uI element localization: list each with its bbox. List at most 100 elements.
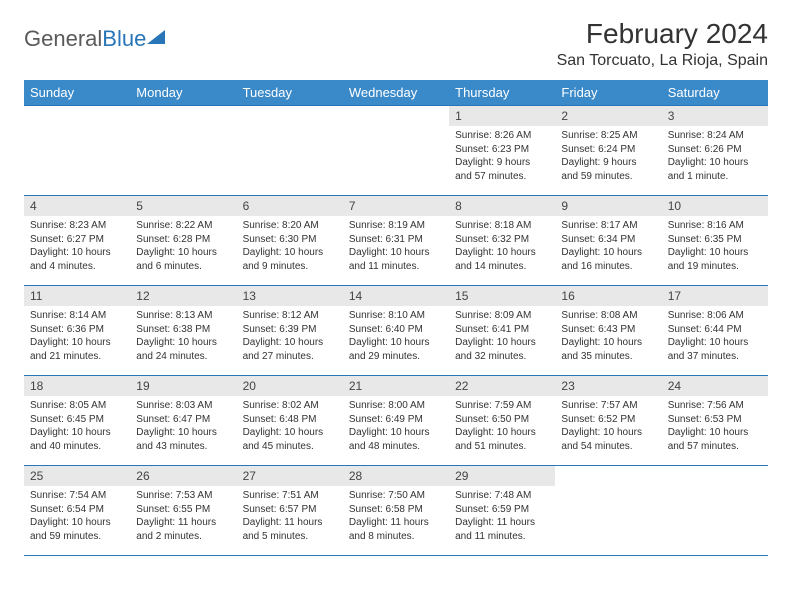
calendar-week-row: 11Sunrise: 8:14 AMSunset: 6:36 PMDayligh… bbox=[24, 286, 768, 376]
sunset-text: Sunset: 6:39 PM bbox=[243, 323, 337, 337]
day-number: 10 bbox=[662, 196, 768, 216]
day-number: 23 bbox=[555, 376, 661, 396]
day-number: 6 bbox=[237, 196, 343, 216]
sunrise-text: Sunrise: 8:10 AM bbox=[349, 309, 443, 323]
day-content: Sunrise: 8:02 AMSunset: 6:48 PMDaylight:… bbox=[237, 396, 343, 456]
day-number: 25 bbox=[24, 466, 130, 486]
empty-cell bbox=[343, 106, 449, 196]
day-number: 4 bbox=[24, 196, 130, 216]
sunrise-text: Sunrise: 8:23 AM bbox=[30, 219, 124, 233]
day-number: 16 bbox=[555, 286, 661, 306]
day-cell: 13Sunrise: 8:12 AMSunset: 6:39 PMDayligh… bbox=[237, 286, 343, 376]
day-number: 15 bbox=[449, 286, 555, 306]
sunrise-text: Sunrise: 8:19 AM bbox=[349, 219, 443, 233]
dow-cell: Friday bbox=[555, 80, 661, 106]
day-content: Sunrise: 8:17 AMSunset: 6:34 PMDaylight:… bbox=[555, 216, 661, 276]
daylight-text: Daylight: 10 hours and 11 minutes. bbox=[349, 246, 443, 273]
day-content: Sunrise: 8:06 AMSunset: 6:44 PMDaylight:… bbox=[662, 306, 768, 366]
daylight-text: Daylight: 10 hours and 6 minutes. bbox=[136, 246, 230, 273]
sunrise-text: Sunrise: 8:08 AM bbox=[561, 309, 655, 323]
day-cell: 4 Sunrise: 8:23 AMSunset: 6:27 PMDaylight… bbox=[24, 196, 130, 286]
day-cell: 14Sunrise: 8:10 AMSunset: 6:40 PMDayligh… bbox=[343, 286, 449, 376]
day-cell: 16Sunrise: 8:08 AMSunset: 6:43 PMDayligh… bbox=[555, 286, 661, 376]
sunset-text: Sunset: 6:27 PM bbox=[30, 233, 124, 247]
sunset-text: Sunset: 6:38 PM bbox=[136, 323, 230, 337]
day-number: 11 bbox=[24, 286, 130, 306]
sunset-text: Sunset: 6:32 PM bbox=[455, 233, 549, 247]
day-cell: 22Sunrise: 7:59 AMSunset: 6:50 PMDayligh… bbox=[449, 376, 555, 466]
sunset-text: Sunset: 6:26 PM bbox=[668, 143, 762, 157]
day-number: 8 bbox=[449, 196, 555, 216]
daylight-text: Daylight: 10 hours and 48 minutes. bbox=[349, 426, 443, 453]
sunrise-text: Sunrise: 8:25 AM bbox=[561, 129, 655, 143]
sunset-text: Sunset: 6:48 PM bbox=[243, 413, 337, 427]
daylight-text: Daylight: 11 hours and 8 minutes. bbox=[349, 516, 443, 543]
day-number: 26 bbox=[130, 466, 236, 486]
day-content: Sunrise: 7:50 AMSunset: 6:58 PMDaylight:… bbox=[343, 486, 449, 546]
day-number: 7 bbox=[343, 196, 449, 216]
empty-cell bbox=[662, 466, 768, 556]
day-content: Sunrise: 8:05 AMSunset: 6:45 PMDaylight:… bbox=[24, 396, 130, 456]
empty-cell bbox=[24, 106, 130, 196]
sunrise-text: Sunrise: 7:53 AM bbox=[136, 489, 230, 503]
daylight-text: Daylight: 10 hours and 4 minutes. bbox=[30, 246, 124, 273]
calendar-body: 1Sunrise: 8:26 AMSunset: 6:23 PMDaylight… bbox=[24, 106, 768, 556]
day-number: 20 bbox=[237, 376, 343, 396]
daylight-text: Daylight: 11 hours and 2 minutes. bbox=[136, 516, 230, 543]
daylight-text: Daylight: 10 hours and 27 minutes. bbox=[243, 336, 337, 363]
sunset-text: Sunset: 6:23 PM bbox=[455, 143, 549, 157]
day-number: 18 bbox=[24, 376, 130, 396]
sunrise-text: Sunrise: 8:13 AM bbox=[136, 309, 230, 323]
daylight-text: Daylight: 10 hours and 40 minutes. bbox=[30, 426, 124, 453]
logo-text-gray: General bbox=[24, 26, 102, 51]
dow-cell: Thursday bbox=[449, 80, 555, 106]
day-content: Sunrise: 8:12 AMSunset: 6:39 PMDaylight:… bbox=[237, 306, 343, 366]
sunrise-text: Sunrise: 7:57 AM bbox=[561, 399, 655, 413]
sunrise-text: Sunrise: 8:05 AM bbox=[30, 399, 124, 413]
sunset-text: Sunset: 6:31 PM bbox=[349, 233, 443, 247]
daylight-text: Daylight: 10 hours and 51 minutes. bbox=[455, 426, 549, 453]
day-number: 27 bbox=[237, 466, 343, 486]
sunset-text: Sunset: 6:52 PM bbox=[561, 413, 655, 427]
day-content: Sunrise: 7:59 AMSunset: 6:50 PMDaylight:… bbox=[449, 396, 555, 456]
sunset-text: Sunset: 6:41 PM bbox=[455, 323, 549, 337]
daylight-text: Daylight: 9 hours and 57 minutes. bbox=[455, 156, 549, 183]
day-number: 22 bbox=[449, 376, 555, 396]
day-content: Sunrise: 8:03 AMSunset: 6:47 PMDaylight:… bbox=[130, 396, 236, 456]
day-content: Sunrise: 8:25 AMSunset: 6:24 PMDaylight:… bbox=[555, 126, 661, 186]
sunrise-text: Sunrise: 8:02 AM bbox=[243, 399, 337, 413]
empty-cell bbox=[130, 106, 236, 196]
daylight-text: Daylight: 10 hours and 1 minute. bbox=[668, 156, 762, 183]
logo-text-blue: Blue bbox=[102, 26, 146, 51]
sunrise-text: Sunrise: 7:51 AM bbox=[243, 489, 337, 503]
empty-cell bbox=[555, 466, 661, 556]
day-cell: 20Sunrise: 8:02 AMSunset: 6:48 PMDayligh… bbox=[237, 376, 343, 466]
day-content: Sunrise: 7:53 AMSunset: 6:55 PMDaylight:… bbox=[130, 486, 236, 546]
daylight-text: Daylight: 9 hours and 59 minutes. bbox=[561, 156, 655, 183]
calendar-week-row: 18Sunrise: 8:05 AMSunset: 6:45 PMDayligh… bbox=[24, 376, 768, 466]
daylight-text: Daylight: 10 hours and 37 minutes. bbox=[668, 336, 762, 363]
day-content: Sunrise: 8:14 AMSunset: 6:36 PMDaylight:… bbox=[24, 306, 130, 366]
dow-cell: Wednesday bbox=[343, 80, 449, 106]
header: GeneralBlue February 2024 San Torcuato, … bbox=[24, 18, 768, 70]
day-number: 3 bbox=[662, 106, 768, 126]
day-number: 9 bbox=[555, 196, 661, 216]
calendar-week-row: 4Sunrise: 8:23 AMSunset: 6:27 PMDaylight… bbox=[24, 196, 768, 286]
sunset-text: Sunset: 6:44 PM bbox=[668, 323, 762, 337]
day-cell: 3Sunrise: 8:24 AMSunset: 6:26 PMDaylight… bbox=[662, 106, 768, 196]
sunrise-text: Sunrise: 8:26 AM bbox=[455, 129, 549, 143]
daylight-text: Daylight: 11 hours and 5 minutes. bbox=[243, 516, 337, 543]
day-cell: 7 Sunrise: 8:19 AMSunset: 6:31 PMDaylight… bbox=[343, 196, 449, 286]
daylight-text: Daylight: 10 hours and 16 minutes. bbox=[561, 246, 655, 273]
day-content: Sunrise: 8:24 AMSunset: 6:26 PMDaylight:… bbox=[662, 126, 768, 186]
sunrise-text: Sunrise: 7:50 AM bbox=[349, 489, 443, 503]
day-content: Sunrise: 7:54 AMSunset: 6:54 PMDaylight:… bbox=[24, 486, 130, 546]
day-cell: 25Sunrise: 7:54 AMSunset: 6:54 PMDayligh… bbox=[24, 466, 130, 556]
daylight-text: Daylight: 10 hours and 43 minutes. bbox=[136, 426, 230, 453]
calendar-week-row: 1Sunrise: 8:26 AMSunset: 6:23 PMDaylight… bbox=[24, 106, 768, 196]
header-right: February 2024 San Torcuato, La Rioja, Sp… bbox=[557, 18, 768, 70]
day-cell: 15Sunrise: 8:09 AMSunset: 6:41 PMDayligh… bbox=[449, 286, 555, 376]
sunrise-text: Sunrise: 8:24 AM bbox=[668, 129, 762, 143]
day-number: 2 bbox=[555, 106, 661, 126]
day-cell: 29Sunrise: 7:48 AMSunset: 6:59 PMDayligh… bbox=[449, 466, 555, 556]
